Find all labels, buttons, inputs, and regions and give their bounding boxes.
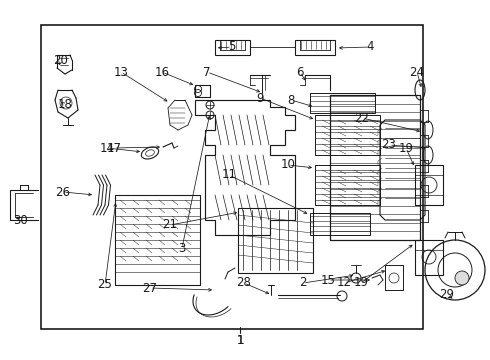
Bar — [415, 240, 443, 275]
Text: 26: 26 — [55, 185, 71, 198]
Bar — [238, 208, 313, 273]
Bar — [41, 25, 423, 329]
Text: 4: 4 — [366, 40, 374, 54]
Text: 27: 27 — [143, 282, 157, 294]
Text: 7: 7 — [203, 66, 211, 78]
Text: 24: 24 — [410, 66, 424, 78]
Text: 30: 30 — [14, 213, 28, 226]
Text: 23: 23 — [382, 139, 396, 152]
Text: 5: 5 — [228, 40, 236, 54]
Bar — [115, 195, 200, 285]
Bar — [415, 165, 443, 205]
Text: 14: 14 — [99, 141, 115, 154]
Text: 19: 19 — [398, 141, 414, 154]
Circle shape — [455, 271, 469, 285]
Text: 2: 2 — [299, 276, 307, 289]
Text: 15: 15 — [320, 274, 336, 287]
Text: 13: 13 — [114, 66, 128, 78]
Text: 12: 12 — [337, 276, 351, 289]
Text: 10: 10 — [281, 158, 295, 171]
Text: 16: 16 — [154, 66, 170, 78]
Text: 11: 11 — [221, 168, 237, 181]
Text: 21: 21 — [163, 219, 177, 231]
Text: 22: 22 — [354, 112, 369, 125]
Text: 25: 25 — [98, 279, 112, 292]
Text: 18: 18 — [57, 99, 73, 112]
Text: 3: 3 — [178, 242, 186, 255]
Text: 17: 17 — [106, 141, 122, 154]
Text: 8: 8 — [287, 94, 294, 107]
Text: 29: 29 — [440, 288, 455, 302]
Text: 19: 19 — [353, 276, 368, 289]
Text: 9: 9 — [256, 91, 264, 104]
Text: 1: 1 — [236, 333, 244, 346]
Text: 1: 1 — [236, 333, 244, 346]
Text: 20: 20 — [53, 54, 69, 67]
Text: 6: 6 — [296, 66, 304, 78]
Text: 28: 28 — [237, 276, 251, 289]
Bar — [385, 265, 403, 290]
Bar — [330, 95, 420, 240]
